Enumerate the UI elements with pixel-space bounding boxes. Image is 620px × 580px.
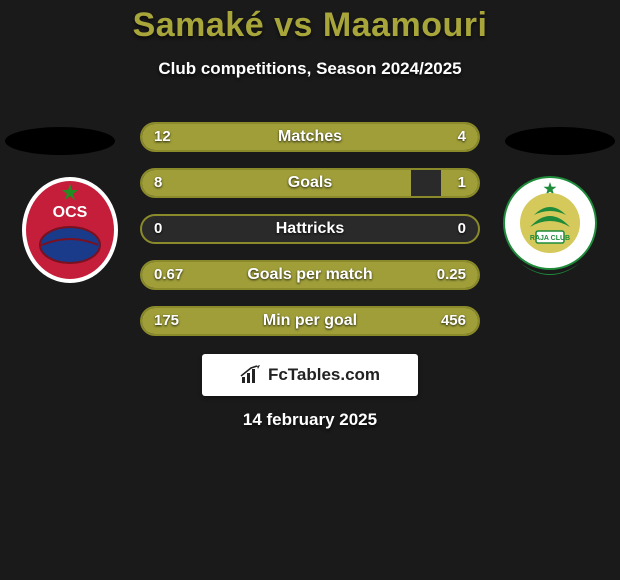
shadow-ellipse-left [5, 127, 115, 155]
page-title: Samaké vs Maamouri [0, 6, 620, 45]
stat-value-right: 0 [458, 216, 466, 242]
club-crest-right: RAJA CLUB [500, 175, 600, 285]
stat-row-min-per-goal: 175 Min per goal 456 [140, 306, 480, 336]
svg-text:OCS: OCS [53, 204, 88, 221]
stat-label: Min per goal [142, 308, 478, 334]
brand-badge: FcTables.com [202, 354, 418, 396]
svg-text:RAJA CLUB: RAJA CLUB [530, 235, 570, 242]
stat-value-right: 456 [441, 308, 466, 334]
shadow-ellipse-right [505, 127, 615, 155]
brand-text: FcTables.com [268, 365, 380, 385]
chart-icon [240, 365, 262, 385]
stat-row-goals-per-match: 0.67 Goals per match 0.25 [140, 260, 480, 290]
stat-row-goals: 8 Goals 1 [140, 168, 480, 198]
stat-row-hattricks: 0 Hattricks 0 [140, 214, 480, 244]
infographic: Samaké vs Maamouri Club competitions, Se… [0, 0, 620, 580]
club-crest-left: OCS [20, 175, 120, 285]
stat-label: Matches [142, 124, 478, 150]
date-text: 14 february 2025 [0, 410, 620, 430]
stat-value-right: 1 [458, 170, 466, 196]
page-subtitle: Club competitions, Season 2024/2025 [0, 59, 620, 79]
stat-value-right: 4 [458, 124, 466, 150]
stat-label: Hattricks [142, 216, 478, 242]
stat-bars: 12 Matches 4 8 Goals 1 0 Hattricks 0 0.6… [140, 122, 480, 352]
stat-label: Goals [142, 170, 478, 196]
stat-label: Goals per match [142, 262, 478, 288]
stat-value-right: 0.25 [437, 262, 466, 288]
stat-row-matches: 12 Matches 4 [140, 122, 480, 152]
